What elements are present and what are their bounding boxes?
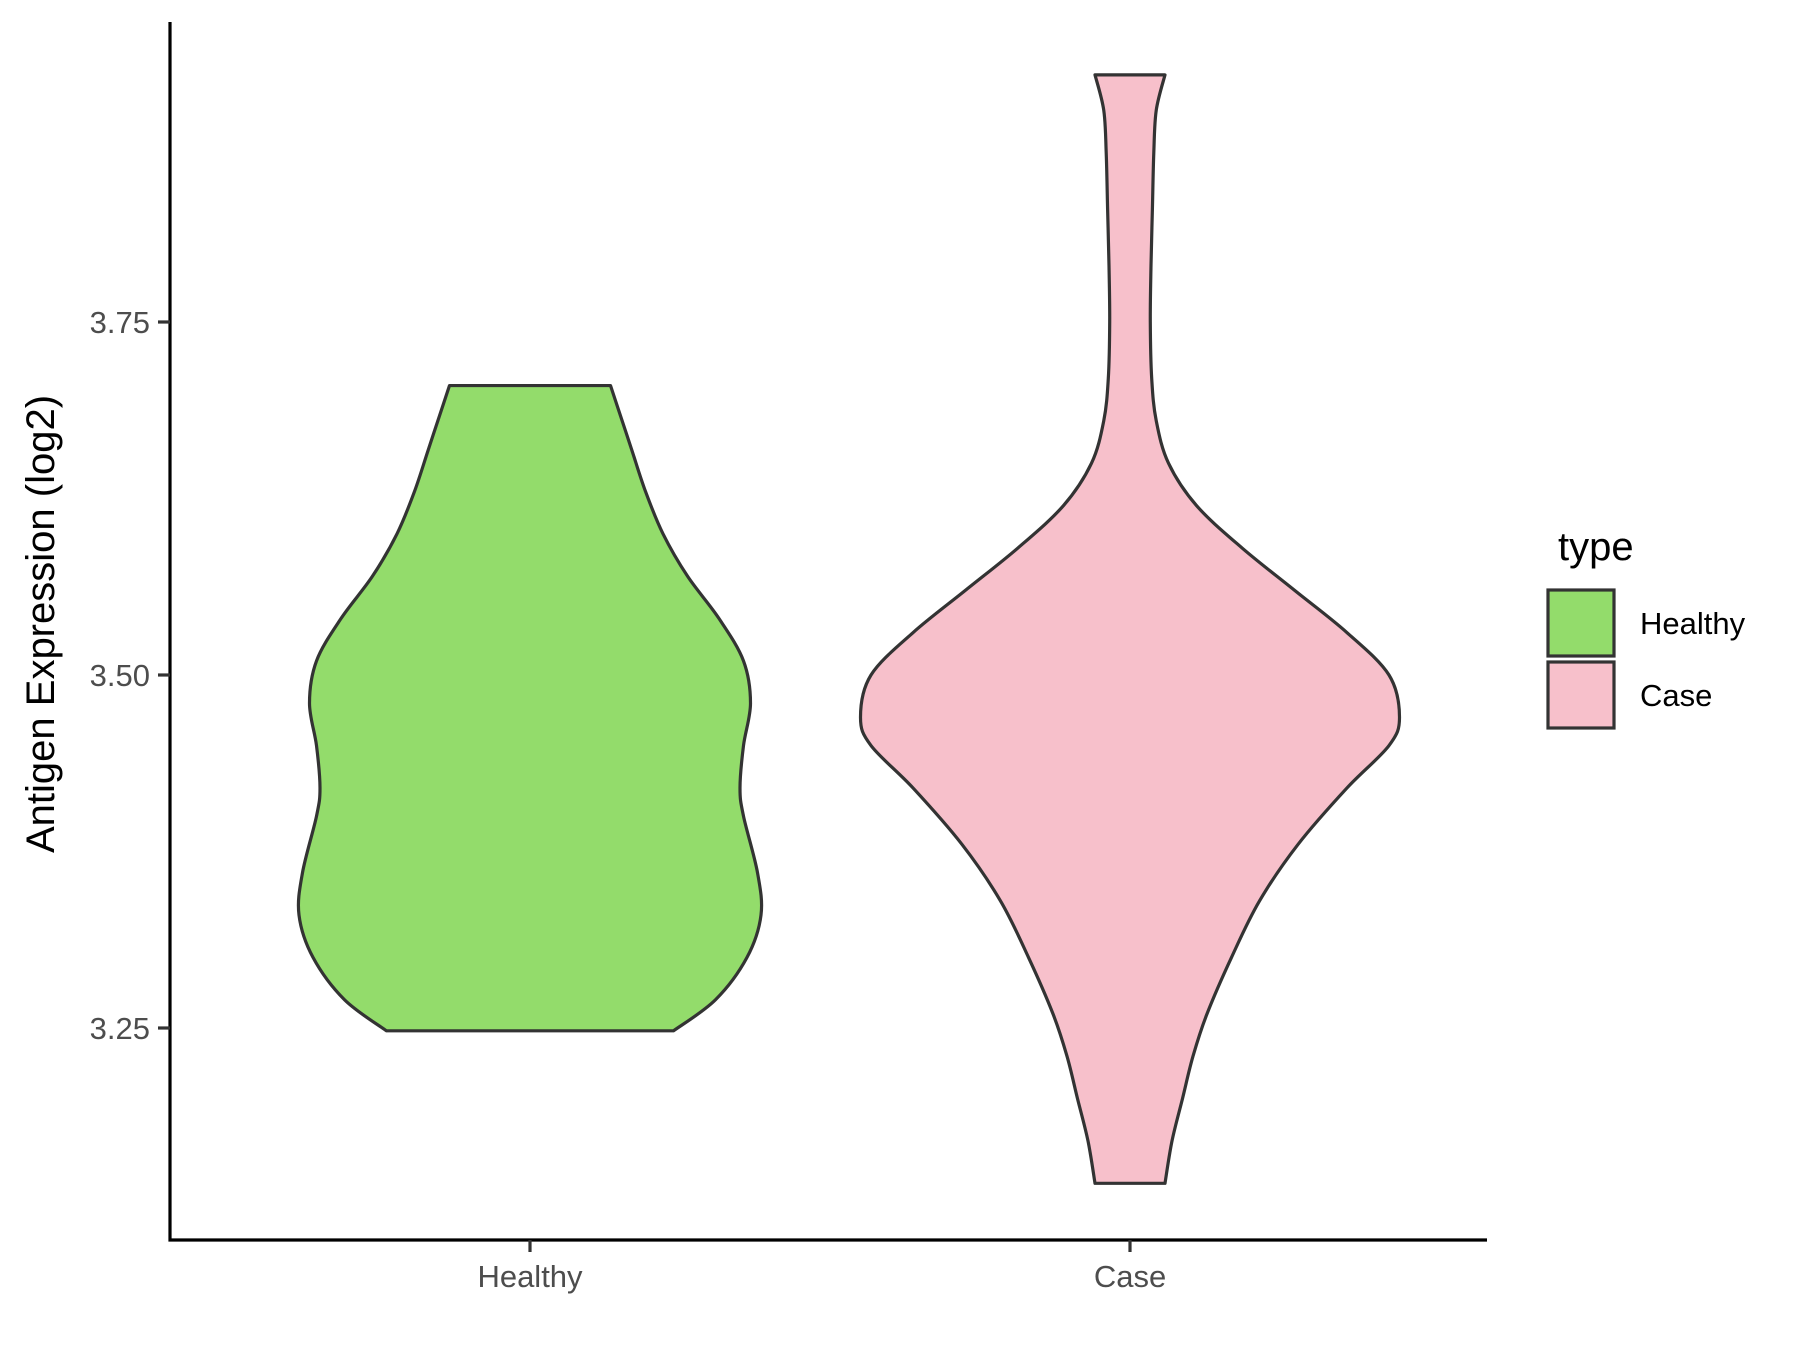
legend-label-healthy: Healthy [1640,606,1746,641]
y-tick-label: 3.75 [90,305,150,340]
axis-lines [168,22,1487,1242]
x-tick-label: Case [1094,1259,1166,1294]
legend-key-case [1546,660,1616,730]
violin-healthy [296,383,764,1033]
y-tick-label: 3.50 [90,658,150,693]
axes-layer [168,22,1487,1242]
y-axis-ticks: 3.25 3.50 3.75 [90,305,170,1046]
x-tick-label: Healthy [477,1259,583,1294]
violin-case [858,73,1402,1185]
x-axis-ticks: Healthy Case [477,1240,1166,1294]
legend-key-healthy [1546,588,1616,658]
legend-title: type [1558,525,1634,569]
legend: type Healthy Case [1546,525,1746,730]
legend-label-case: Case [1640,678,1712,713]
y-axis-title: Antigen Expression (log2) [19,395,63,853]
violins-layer [296,73,1402,1185]
y-tick-label: 3.25 [90,1011,150,1046]
